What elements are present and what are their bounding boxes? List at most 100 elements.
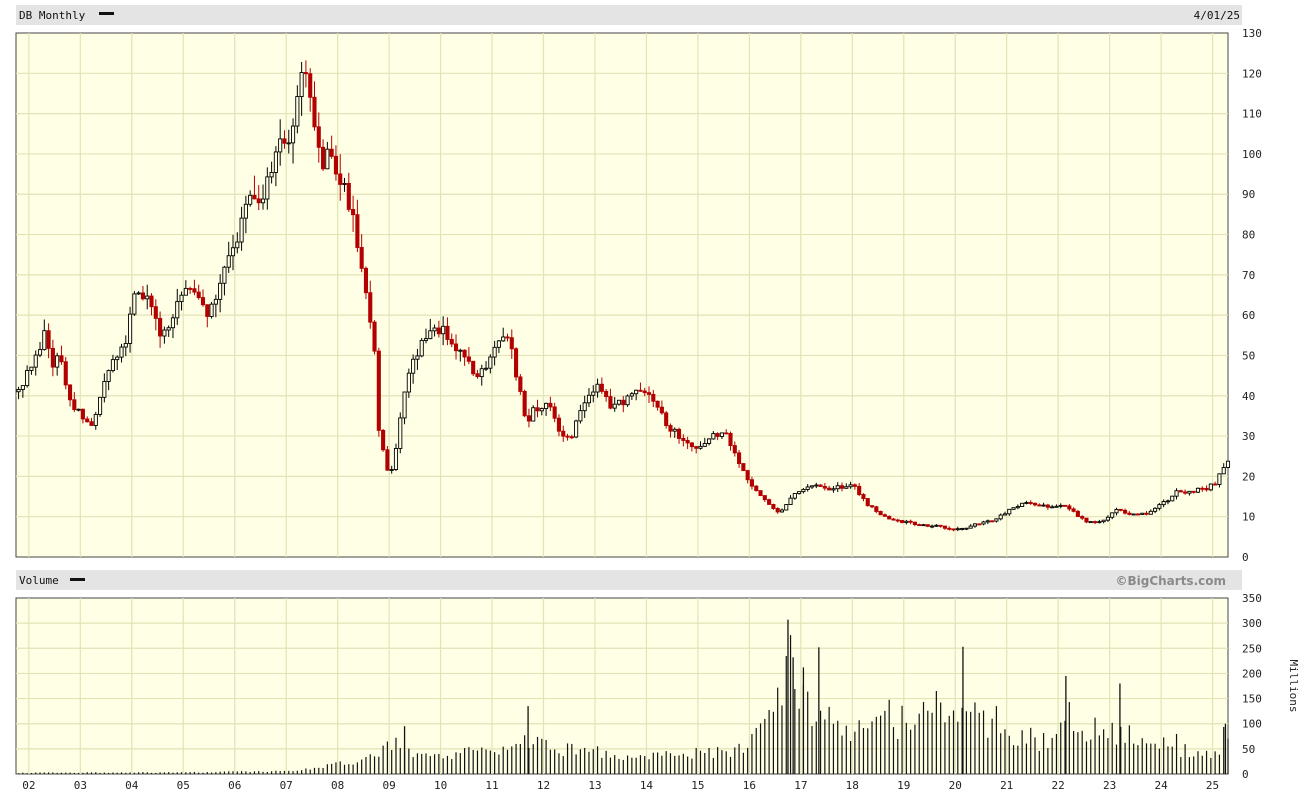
candle-body — [1221, 467, 1226, 475]
price-y-tick-label: 60 — [1242, 309, 1255, 322]
candle-body — [561, 430, 566, 437]
candle-body — [634, 389, 639, 395]
candle-body — [329, 148, 334, 157]
price-y-axis: 0 10 20 30 40 50 60 70 80 90 100 110 120 130 — [1242, 27, 1262, 564]
candle-body — [115, 356, 120, 361]
candle-body — [419, 339, 424, 357]
candle-body — [544, 402, 549, 410]
x-tick-label: 25 — [1206, 779, 1219, 792]
candle-body — [453, 343, 459, 352]
candle-body — [1148, 510, 1153, 515]
candle-body — [1015, 506, 1020, 509]
candle-body — [625, 395, 630, 406]
candle-body — [200, 297, 206, 306]
candle-body — [998, 514, 1003, 520]
candle-body — [676, 428, 682, 439]
candle-body — [59, 355, 64, 363]
candle-body — [106, 370, 111, 382]
candle-body — [741, 463, 746, 472]
x-tick-label: 10 — [434, 779, 447, 792]
candle-body — [848, 484, 853, 488]
candle-body — [616, 399, 622, 405]
volume-unit-label: Millions — [1287, 660, 1300, 713]
candle-body — [20, 385, 25, 390]
candle-body — [531, 407, 536, 422]
candle-body — [1127, 512, 1132, 515]
candle-body — [483, 367, 489, 370]
candle-body — [831, 488, 836, 491]
candle-body — [149, 295, 154, 308]
candle-body — [844, 486, 849, 489]
candle-body — [604, 390, 609, 398]
candle-body — [514, 348, 519, 378]
candle-body — [239, 217, 244, 243]
candle-body — [1170, 495, 1175, 502]
volume-y-tick-label: 100 — [1242, 718, 1262, 731]
candle-body — [642, 390, 647, 394]
candle-body — [1075, 510, 1080, 517]
candle-body — [681, 438, 686, 441]
candle-body — [376, 350, 381, 431]
price-y-tick-label: 120 — [1242, 67, 1262, 80]
candle-body — [1032, 502, 1038, 506]
candle-body — [153, 306, 158, 319]
candle-body — [865, 498, 870, 507]
candle-body — [711, 433, 716, 440]
price-header-date: 4/01/25 — [1194, 9, 1240, 22]
candle-body — [179, 294, 184, 303]
volume-header-title: Volume — [19, 574, 59, 587]
candle-body — [1187, 490, 1192, 494]
candle-body — [458, 349, 463, 352]
candle-body — [1174, 490, 1179, 497]
candle-body — [265, 176, 270, 200]
candle-body — [947, 527, 952, 530]
candle-body — [368, 292, 373, 323]
candle-body — [1084, 517, 1089, 523]
brand-label: ©BigCharts.com — [1115, 574, 1226, 588]
candle-body — [526, 415, 531, 422]
price-y-tick-label: 30 — [1242, 430, 1255, 443]
candle-body — [102, 381, 107, 398]
candle-body — [805, 486, 810, 490]
price-y-tick-label: 20 — [1242, 470, 1255, 483]
x-tick-label: 13 — [588, 779, 601, 792]
candle-body — [917, 524, 922, 527]
x-tick-label: 11 — [485, 779, 498, 792]
candle-body — [248, 194, 253, 205]
candle-body — [749, 479, 754, 487]
candle-body — [1123, 509, 1128, 514]
candle-body — [462, 349, 467, 358]
candle-body — [1080, 516, 1085, 519]
candle-body — [338, 173, 343, 185]
candle-body — [1041, 504, 1046, 507]
volume-y-tick-label: 200 — [1242, 667, 1262, 680]
candle-body — [170, 317, 176, 329]
candle-body — [110, 359, 115, 372]
candle-body — [839, 485, 845, 489]
candle-body — [269, 172, 274, 178]
candle-body — [1195, 487, 1201, 493]
candle-body — [89, 421, 94, 426]
price-y-tick-label: 100 — [1242, 148, 1262, 161]
candle-body — [595, 383, 600, 393]
candle-body — [1157, 504, 1162, 509]
candle-body — [1062, 504, 1068, 507]
candle-body — [921, 524, 926, 527]
candle-body — [1002, 513, 1008, 516]
candle-body — [29, 366, 34, 371]
candle-body — [1208, 483, 1213, 491]
price-legend-swatch — [99, 12, 114, 15]
price-y-tick-label: 80 — [1242, 229, 1255, 242]
candle-body — [1135, 513, 1140, 516]
volume-plot-area — [15, 597, 1229, 775]
candle-body — [415, 355, 420, 360]
candle-body — [1131, 513, 1136, 516]
x-tick-label: 02 — [22, 779, 35, 792]
x-tick-label: 14 — [640, 779, 654, 792]
candle-body — [737, 452, 742, 465]
candle-body — [46, 330, 51, 349]
candle-body — [698, 445, 703, 449]
candle-body — [539, 408, 544, 412]
candle-body — [16, 388, 21, 393]
x-tick-label: 18 — [846, 779, 859, 792]
